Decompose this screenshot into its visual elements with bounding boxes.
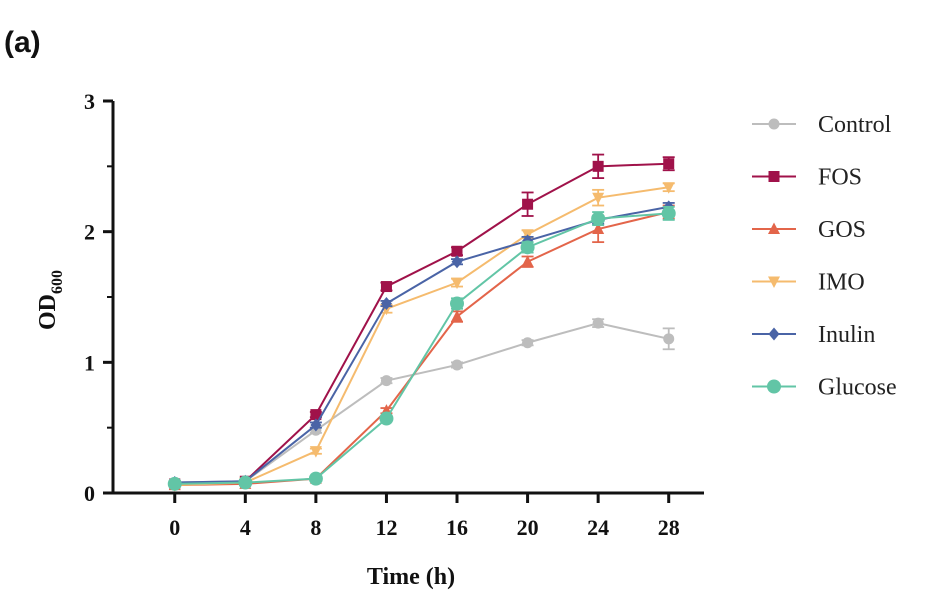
y-axis-title: OD600 — [35, 270, 66, 330]
series-control — [168, 317, 675, 489]
data-point-glucose — [591, 211, 606, 226]
x-tick-label: 24 — [587, 515, 609, 540]
x-tick-label: 8 — [310, 515, 321, 540]
x-tick-label: 0 — [169, 515, 180, 540]
data-point-imo — [662, 182, 675, 194]
legend-label-imo: IMO — [818, 270, 865, 296]
x-tick-label: 20 — [517, 515, 539, 540]
series-gos — [168, 204, 675, 491]
legend-label-inulin: Inulin — [818, 322, 875, 348]
legend-marker-gos — [768, 222, 780, 234]
data-point-control — [451, 359, 463, 371]
data-point-glucose — [450, 296, 465, 311]
series-line-inulin — [174, 205, 669, 484]
legend: Control FOS GOS IMO Inulin Glucose — [752, 112, 897, 401]
legend-label-fos: FOS — [818, 165, 862, 191]
series-line-fos — [174, 162, 669, 485]
legend-label-glucose: Glucose — [818, 375, 897, 401]
series-inulin — [168, 200, 675, 490]
data-point-control — [663, 333, 675, 345]
legend-item-inulin: Inulin — [752, 322, 875, 348]
legend-marker-imo — [768, 276, 780, 288]
y-axis-title-subscript: 600 — [49, 270, 66, 294]
data-point-inulin — [310, 418, 322, 432]
data-point-imo — [309, 446, 322, 458]
data-point-glucose — [167, 476, 182, 491]
data-point-fos — [451, 245, 463, 257]
series-line-gos — [174, 211, 669, 487]
x-axis-title: Time (h) — [367, 564, 455, 590]
legend-label-gos: GOS — [818, 217, 866, 243]
data-point-glucose — [661, 206, 676, 221]
data-point-glucose — [238, 475, 253, 490]
legend-marker-fos — [768, 171, 780, 182]
data-point-fos — [663, 158, 675, 170]
legend-marker-glucose — [767, 379, 781, 394]
data-point-gos — [451, 310, 464, 322]
x-tick-label: 16 — [446, 515, 468, 540]
legend-marker-control — [768, 118, 780, 130]
plot-area — [167, 153, 676, 492]
y-axis-title-main: OD — [35, 294, 61, 330]
legend-item-glucose: Glucose — [752, 375, 897, 401]
data-point-control — [522, 337, 534, 349]
data-point-fos — [380, 281, 392, 293]
x-tick-label: 12 — [375, 515, 397, 540]
data-point-gos — [592, 222, 605, 235]
y-tick-label: 1 — [84, 350, 95, 375]
data-point-inulin — [451, 255, 463, 269]
series-line-glucose — [174, 212, 669, 485]
x-tick-label: 28 — [658, 515, 680, 540]
data-point-fos — [310, 409, 322, 421]
data-point-control — [380, 375, 392, 387]
data-point-control — [592, 317, 604, 329]
legend-item-gos: GOS — [752, 217, 866, 243]
data-point-fos — [522, 198, 534, 210]
y-tick-label: 2 — [84, 220, 95, 245]
y-tick-label: 0 — [84, 481, 95, 506]
legend-item-imo: IMO — [752, 270, 865, 296]
data-point-imo — [592, 192, 605, 205]
data-point-gos — [521, 255, 534, 267]
series-line-control — [174, 322, 669, 484]
data-point-glucose — [308, 471, 323, 486]
panel-label: (a) — [4, 26, 41, 59]
data-point-glucose — [520, 240, 535, 255]
series-line-imo — [174, 186, 669, 487]
x-tick-label: 4 — [240, 515, 251, 540]
legend-marker-inulin — [768, 327, 780, 341]
data-point-inulin — [380, 297, 392, 311]
legend-item-fos: FOS — [752, 165, 862, 191]
y-tick-label: 3 — [84, 89, 95, 114]
data-point-fos — [592, 160, 604, 172]
data-point-imo — [451, 277, 464, 290]
legend-label-control: Control — [818, 112, 892, 138]
data-point-glucose — [379, 411, 394, 426]
series-glucose — [167, 205, 676, 491]
legend-item-control: Control — [752, 112, 892, 138]
